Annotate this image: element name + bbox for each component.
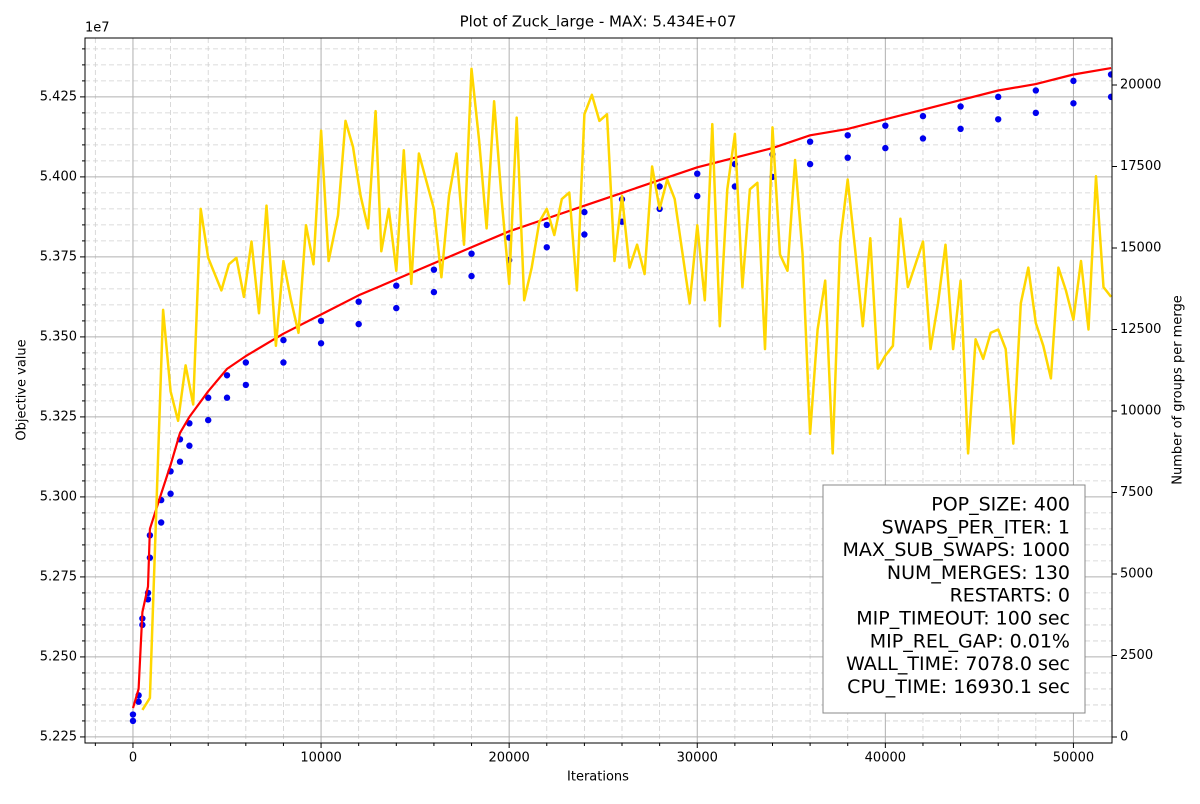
axes-frame	[84, 37, 1113, 744]
groups-line	[141, 67, 1112, 711]
y-tick-label: 5.375	[40, 249, 77, 264]
population-point	[1107, 93, 1112, 101]
population-point	[355, 320, 362, 328]
x-axis-label: Iterations	[567, 770, 629, 785]
population-point	[656, 183, 663, 190]
population-point	[176, 458, 184, 465]
y2-tick-label: 7500	[1120, 485, 1153, 500]
ticks: 0 10000 20000 30000 40000 500005.2255.2505.27…	[40, 48, 1161, 766]
y-tick-label: 5.275	[40, 569, 77, 584]
population-point	[694, 170, 701, 177]
info-line: WALL_TIME: 7078.0 sec	[846, 653, 1070, 675]
y-tick-label: 5.250	[40, 649, 77, 664]
max-line	[131, 67, 1112, 709]
population-point	[882, 122, 889, 129]
population-point	[468, 250, 475, 257]
population-point	[223, 394, 231, 401]
y-tick-label: 5.300	[40, 489, 77, 504]
population-point	[317, 317, 325, 325]
y2-axis-label: Number of groups per merge	[1171, 295, 1186, 484]
info-line: NUM_MERGES: 130	[887, 562, 1070, 584]
info-line: SWAPS_PER_ITER: 1	[882, 516, 1070, 538]
population-point	[1070, 77, 1077, 85]
population-point	[186, 442, 193, 449]
population-point	[919, 112, 927, 120]
population-point	[806, 160, 814, 168]
grid	[85, 38, 1112, 743]
plot-area	[129, 67, 1112, 725]
y-tick-label: 5.225	[40, 729, 77, 744]
population-point	[430, 288, 438, 296]
x-tick-label: 50000	[1053, 751, 1094, 766]
x-tick-label: 30000	[677, 751, 718, 766]
population-point	[393, 282, 400, 289]
population-point	[205, 394, 212, 401]
population-point	[957, 125, 964, 133]
population-point	[242, 359, 250, 366]
population-point	[129, 711, 137, 718]
x-tick-label: 20000	[488, 751, 529, 766]
population-point	[1070, 100, 1077, 107]
y-offset-label: 1e7	[85, 21, 110, 36]
population-point	[1107, 71, 1112, 78]
population-point	[1032, 109, 1040, 117]
population-point	[543, 221, 550, 229]
x-tick-label: 40000	[865, 751, 906, 766]
info-line: POP_SIZE: 400	[931, 494, 1070, 516]
info-box-frame	[822, 484, 1086, 714]
info-line: MIP_REL_GAP: 0.01%	[870, 630, 1070, 652]
y2-tick-label: 10000	[1120, 404, 1161, 419]
population-point	[280, 336, 287, 344]
population-point	[995, 93, 1002, 101]
population-point	[129, 717, 137, 725]
population-point	[581, 208, 588, 216]
population-point	[393, 304, 400, 312]
info-line: RESTARTS: 0	[950, 585, 1070, 607]
population-point	[694, 192, 701, 200]
y2-tick-label: 17500	[1120, 159, 1161, 174]
population-point	[995, 116, 1002, 123]
population-point	[317, 340, 325, 347]
y2-tick-label: 12500	[1120, 322, 1161, 337]
population-point	[581, 231, 588, 238]
x-tick-label: 10000	[300, 751, 341, 766]
population-point	[844, 154, 851, 161]
y2-tick-label: 0	[1120, 730, 1128, 745]
y-tick-label: 5.325	[40, 409, 77, 424]
population-point	[430, 266, 438, 273]
population-point	[355, 298, 362, 305]
population-point	[543, 244, 550, 251]
population-point	[957, 103, 964, 110]
population-point	[157, 519, 165, 526]
x-tick-label: 0	[129, 751, 137, 766]
population-point	[223, 372, 231, 379]
chart-title: Plot of Zuck_large - MAX: 5.434E+07	[460, 13, 737, 32]
population-point	[205, 416, 212, 424]
y2-tick-label: 15000	[1120, 241, 1161, 256]
info-line: CPU_TIME: 16930.1 sec	[847, 676, 1070, 698]
info-line: MAX_SUB_SWAPS: 1000	[842, 539, 1070, 561]
info-line: MIP_TIMEOUT: 100 sec	[856, 608, 1070, 630]
y2-tick-label: 5000	[1120, 567, 1153, 582]
population-point	[167, 490, 174, 497]
y2-tick-label: 2500	[1120, 648, 1153, 663]
y2-tick-label: 20000	[1120, 78, 1161, 93]
population-point	[242, 381, 250, 389]
y-axis-label: Objective value	[15, 339, 30, 440]
y-tick-label: 5.425	[40, 89, 77, 104]
population-point	[844, 132, 851, 139]
y-tick-label: 5.400	[40, 169, 77, 184]
population-point	[468, 272, 475, 280]
population-point	[1032, 87, 1040, 94]
population-point	[135, 698, 142, 705]
population-point	[806, 138, 814, 145]
y-tick-label: 5.350	[40, 329, 77, 344]
population-point	[919, 135, 927, 142]
population-point	[882, 144, 889, 152]
population-point	[280, 359, 287, 366]
